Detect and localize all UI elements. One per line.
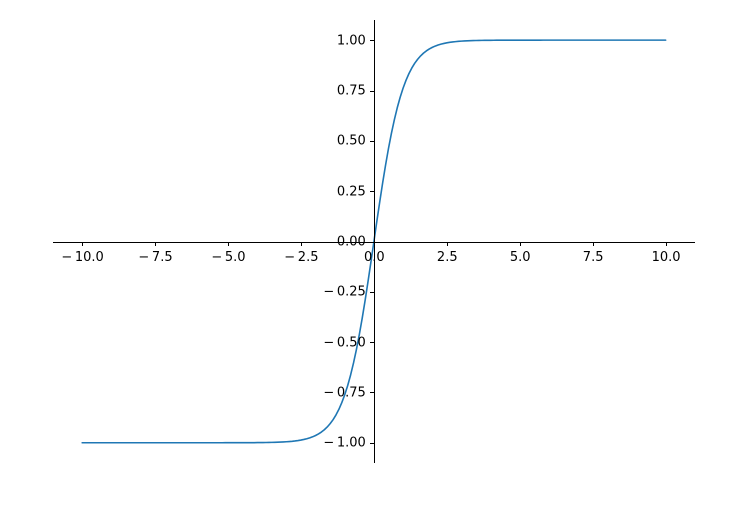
ytick-mark: [370, 141, 375, 142]
ytick-mark: [370, 292, 375, 293]
xtick-label: − 2.5: [284, 250, 318, 265]
xtick-label: 7.5: [583, 250, 604, 265]
ytick-label: − 0.25: [323, 285, 365, 300]
ytick-mark: [370, 191, 375, 192]
xtick-mark: [82, 242, 83, 247]
ytick-mark: [370, 40, 375, 41]
xtick-mark: [374, 242, 375, 247]
ytick-label: 0.50: [337, 134, 366, 149]
xtick-label: 0.0: [364, 250, 385, 265]
xtick-label: 5.0: [510, 250, 531, 265]
xtick-mark: [447, 242, 448, 247]
ytick-mark: [370, 443, 375, 444]
ytick-mark: [370, 342, 375, 343]
xtick-mark: [228, 242, 229, 247]
xtick-label: − 5.0: [211, 250, 245, 265]
ytick-label: 1.00: [337, 33, 366, 48]
ytick-label: 0.75: [337, 83, 366, 98]
xtick-mark: [155, 242, 156, 247]
xtick-mark: [593, 242, 594, 247]
ytick-label: − 1.00: [323, 436, 365, 451]
xtick-label: 2.5: [437, 250, 458, 265]
xtick-label: − 10.0: [61, 250, 103, 265]
ytick-mark: [370, 91, 375, 92]
xtick-label: − 7.5: [138, 250, 172, 265]
ytick-label: − 0.75: [323, 385, 365, 400]
xtick-mark: [301, 242, 302, 247]
ytick-label: − 0.50: [323, 335, 365, 350]
ytick-mark: [370, 242, 375, 243]
axes: − 10.0 − 7.5 − 5.0 − 2.5 0.0 2.5 5.0 7.5 10.0 − …: [53, 20, 695, 463]
xtick-label: 10.0: [652, 250, 681, 265]
ytick-label: 0.00: [337, 234, 366, 249]
xtick-mark: [666, 242, 667, 247]
figure: − 10.0 − 7.5 − 5.0 − 2.5 0.0 2.5 5.0 7.5 10.0 − …: [0, 0, 742, 512]
ytick-label: 0.25: [337, 184, 366, 199]
xtick-mark: [520, 242, 521, 247]
ytick-mark: [370, 392, 375, 393]
